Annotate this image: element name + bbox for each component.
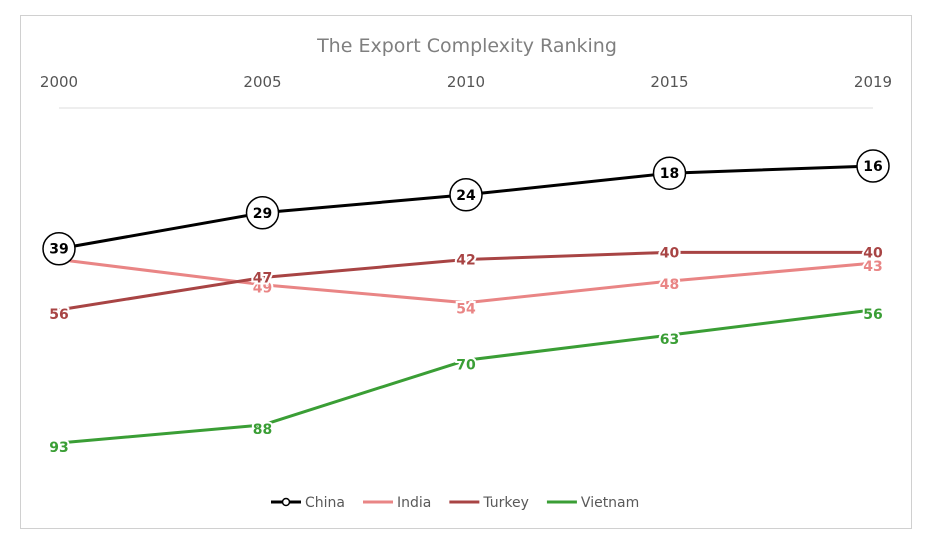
chart-title: The Export Complexity Ranking <box>316 35 617 57</box>
data-label-turkey-2010: 42 <box>456 253 475 269</box>
point-marker-china-2010 <box>449 178 483 212</box>
x-tick-label-2010: 2010 <box>447 73 485 91</box>
legend-item-turkey: Turkey <box>449 495 529 511</box>
chart-frame: The Export Complexity Ranking 2000 2005 20… <box>20 15 912 529</box>
legend-item-china: China <box>271 495 345 511</box>
line-chart: The Export Complexity Ranking 2000 2005 20… <box>40 35 892 511</box>
data-label-turkey-2000: 56 <box>49 307 68 323</box>
legend-label-turkey: Turkey <box>482 495 529 511</box>
series-line-turkey <box>58 250 873 312</box>
data-label-turkey-2005: 47 <box>253 271 272 287</box>
data-label-turkey-2015: 40 <box>660 245 680 261</box>
data-label-vietnam-2005: 88 <box>253 422 272 438</box>
data-label-india-2015: 48 <box>660 277 679 293</box>
legend: China India Turkey Vietnam <box>271 495 639 511</box>
data-label-china-2010: 24 <box>456 188 476 204</box>
x-tick-label-2019: 2019 <box>854 73 892 91</box>
point-marker-china-2019 <box>856 149 890 183</box>
data-label-china-2015: 18 <box>660 166 679 182</box>
legend-marker-china <box>281 497 291 507</box>
point-marker-china-2000 <box>42 231 76 266</box>
point-marker-china-2015 <box>652 156 687 190</box>
legend-label-india: India <box>397 495 431 511</box>
data-label-china-2019: 16 <box>863 159 882 175</box>
x-tick-label-2015: 2015 <box>650 73 688 91</box>
data-label-india-2005: 49 <box>253 281 272 297</box>
legend-item-vietnam: Vietnam <box>546 495 639 511</box>
series-line-india <box>58 258 874 305</box>
x-axis-ticks: 2000 2005 2010 2015 2019 <box>40 73 892 91</box>
x-tick-label-2000: 2000 <box>40 73 78 91</box>
data-label-turkey-2019: 40 <box>863 245 883 261</box>
legend-item-india: India <box>363 495 431 511</box>
data-label-india-2019: 43 <box>863 259 882 275</box>
data-label-india-2010: 54 <box>456 302 476 318</box>
x-tick-label-2005: 2005 <box>243 73 281 91</box>
data-label-china-2000: 39 <box>49 242 68 258</box>
series-line-vietnam <box>58 308 874 445</box>
legend-label-china: China <box>305 495 345 511</box>
data-label-vietnam-2019: 56 <box>863 307 882 323</box>
point-marker-china-2005 <box>245 196 280 230</box>
data-label-vietnam-2000: 93 <box>49 440 68 456</box>
data-label-vietnam-2015: 63 <box>660 332 679 348</box>
data-label-vietnam-2010: 70 <box>456 357 476 373</box>
data-label-china-2005: 29 <box>253 206 272 222</box>
legend-label-vietnam: Vietnam <box>581 495 639 511</box>
data-labels: 9388706356424954484356474240403929241816 <box>42 149 890 458</box>
